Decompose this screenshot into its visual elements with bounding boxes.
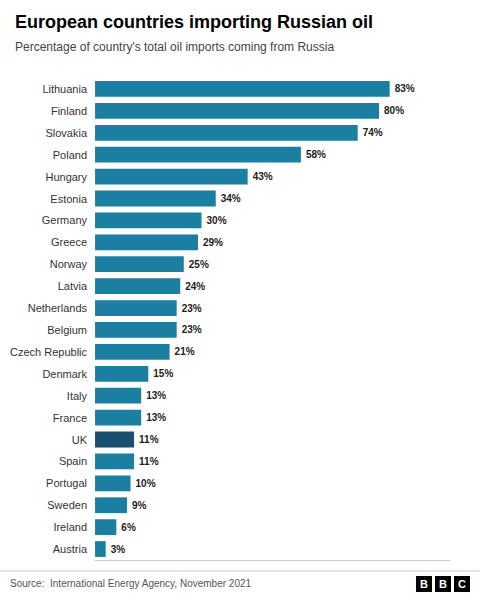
- svg-text:13%: 13%: [146, 412, 166, 423]
- svg-text:34%: 34%: [221, 193, 241, 204]
- svg-text:Portugal: Portugal: [46, 477, 87, 489]
- svg-text:C: C: [458, 578, 466, 590]
- svg-text:UK: UK: [72, 434, 88, 446]
- svg-text:Sweden: Sweden: [47, 499, 87, 511]
- svg-text:43%: 43%: [253, 171, 273, 182]
- svg-text:Slovakia: Slovakia: [45, 127, 87, 139]
- svg-text:Percentage of country's total: Percentage of country's total oil import…: [15, 40, 334, 54]
- svg-text:Poland: Poland: [53, 149, 87, 161]
- svg-text:58%: 58%: [306, 149, 326, 160]
- svg-text:B: B: [420, 578, 428, 590]
- svg-text:France: France: [53, 412, 87, 424]
- svg-text:29%: 29%: [203, 237, 223, 248]
- svg-text:Italy: Italy: [67, 390, 88, 402]
- svg-text:30%: 30%: [207, 215, 227, 226]
- svg-text:Denmark: Denmark: [42, 368, 87, 380]
- svg-text:21%: 21%: [175, 346, 195, 357]
- svg-text:B: B: [439, 578, 447, 590]
- svg-text:24%: 24%: [185, 281, 205, 292]
- svg-text:Ireland: Ireland: [53, 521, 87, 533]
- svg-text:25%: 25%: [189, 259, 209, 270]
- svg-text:Finland: Finland: [51, 105, 87, 117]
- svg-text:Lithuania: Lithuania: [42, 83, 88, 95]
- svg-text:6%: 6%: [121, 522, 136, 533]
- svg-text:11%: 11%: [139, 434, 159, 445]
- svg-text:80%: 80%: [384, 105, 404, 116]
- svg-text:74%: 74%: [363, 127, 383, 138]
- svg-text:10%: 10%: [136, 478, 156, 489]
- svg-text:Spain: Spain: [59, 455, 87, 467]
- svg-text:Greece: Greece: [51, 236, 87, 248]
- svg-text:11%: 11%: [139, 456, 159, 467]
- svg-text:Belgium: Belgium: [47, 324, 87, 336]
- svg-text:European countries importing R: European countries importing Russian oil: [15, 12, 373, 32]
- svg-text:Latvia: Latvia: [58, 280, 88, 292]
- svg-text:Czech Republic: Czech Republic: [10, 346, 88, 358]
- svg-text:15%: 15%: [153, 368, 173, 379]
- svg-text:Hungary: Hungary: [45, 171, 87, 183]
- svg-text:Austria: Austria: [53, 543, 88, 555]
- svg-text:Source: International Energy: Source: International Energy Agency, Nov…: [10, 578, 252, 589]
- svg-text:23%: 23%: [182, 303, 202, 314]
- svg-text:83%: 83%: [395, 83, 415, 94]
- svg-text:3%: 3%: [111, 544, 126, 555]
- svg-text:Netherlands: Netherlands: [28, 302, 88, 314]
- svg-text:23%: 23%: [182, 324, 202, 335]
- svg-text:Norway: Norway: [50, 258, 88, 270]
- svg-text:Germany: Germany: [42, 214, 88, 226]
- svg-text:Estonia: Estonia: [50, 193, 88, 205]
- svg-text:13%: 13%: [146, 390, 166, 401]
- svg-text:9%: 9%: [132, 500, 147, 511]
